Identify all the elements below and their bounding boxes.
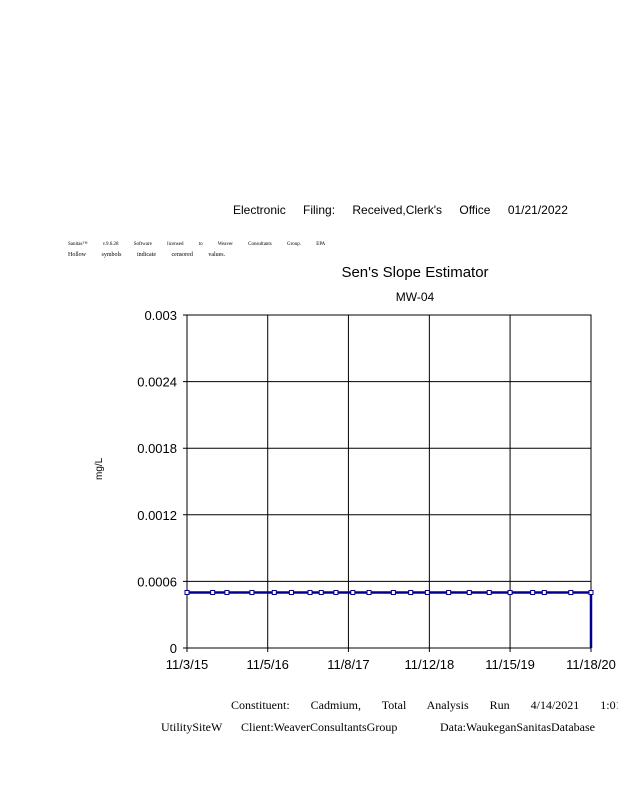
censored-note: Hollow symbols indicate censored values. (68, 252, 226, 258)
x-tick-label: 11/12/18 (405, 657, 455, 672)
data-point (568, 590, 574, 595)
data-point (486, 590, 492, 595)
data-point (588, 590, 594, 595)
footer-client: Client:WeaverConsultantsGroup (241, 720, 398, 734)
license-text: Sanitas™ v.9.6.28 Software licensed to W… (68, 242, 326, 247)
data-point (366, 590, 372, 595)
footer-site: UtilitySiteW (161, 720, 223, 734)
y-tick-label: 0.003 (144, 308, 177, 323)
data-point (541, 590, 547, 595)
data-point (271, 590, 277, 595)
x-tick-label: 11/3/15 (166, 657, 208, 672)
data-point (424, 590, 430, 595)
plot-frame (186, 314, 592, 649)
y-tick-label: 0.0024 (137, 375, 177, 390)
data-point (507, 590, 513, 595)
data-point (318, 590, 324, 595)
data-point (333, 590, 339, 595)
filing-stamp: Electronic Filing: Received,Clerk's Offi… (233, 203, 568, 217)
x-tick-label: 11/15/19 (485, 657, 535, 672)
y-tick-label: 0 (170, 641, 177, 656)
data-point (249, 590, 255, 595)
data-point (210, 590, 216, 595)
data-point (446, 590, 452, 595)
footer-data: Data:WaukeganSanitasDatabase (440, 720, 595, 734)
x-tick-label: 11/18/20 (566, 657, 616, 672)
data-point (288, 590, 294, 595)
x-tick-label: 11/8/17 (327, 657, 369, 672)
data-point (224, 590, 230, 595)
data-point (530, 590, 536, 595)
data-point (466, 590, 472, 595)
data-point (307, 590, 313, 595)
y-tick-label: 0.0006 (137, 574, 177, 589)
data-point (184, 590, 190, 595)
chart-subtitle: MW-04 (395, 290, 435, 304)
data-point (408, 590, 414, 595)
footer-run-info: Constituent: Cadmium, Total Analysis Run… (231, 698, 618, 712)
chart-title: Sen's Slope Estimator (341, 264, 489, 281)
data-point (390, 590, 396, 595)
y-tick-label: 0.0018 (137, 441, 177, 456)
y-tick-label: 0.0012 (137, 508, 177, 523)
data-point (350, 590, 356, 595)
x-tick-label: 11/5/16 (247, 657, 289, 672)
